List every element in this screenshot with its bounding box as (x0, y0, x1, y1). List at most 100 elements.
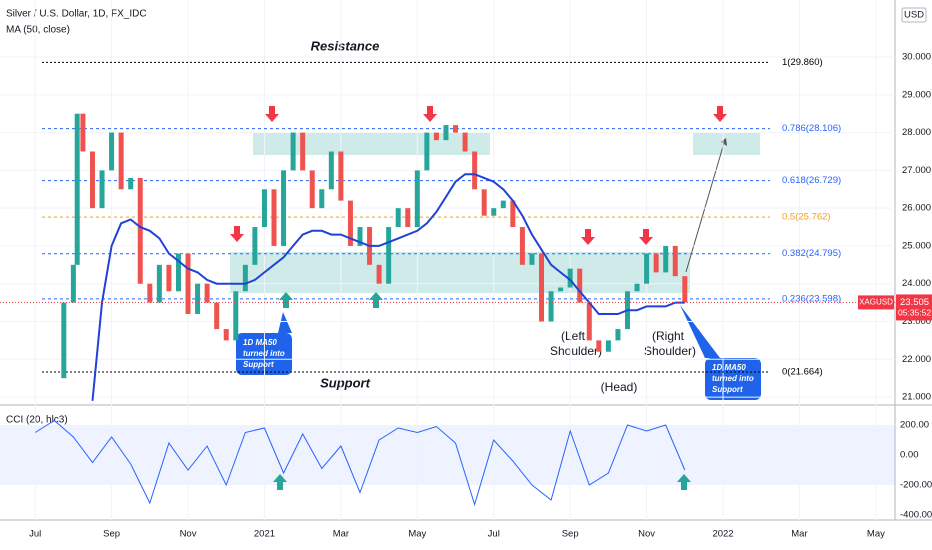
candle (500, 200, 506, 209)
candle (328, 151, 334, 190)
x-tick-label: Nov (638, 529, 655, 540)
candle (128, 177, 134, 190)
candle (242, 264, 248, 292)
currency-box[interactable] (901, 7, 927, 23)
candle (529, 253, 535, 265)
candle (405, 208, 411, 228)
zone (230, 252, 690, 293)
last-price: 23.505 (900, 297, 929, 308)
candle (567, 268, 573, 288)
x-tick-label: 2022 (712, 529, 733, 540)
symbol: XAGUSD (859, 298, 893, 307)
down-arrow (581, 229, 595, 245)
y-tick-label: 30.000 (902, 52, 931, 63)
candle (252, 227, 258, 265)
currency[interactable]: USD (904, 10, 924, 21)
callout-text: Support (712, 385, 743, 394)
candle (491, 208, 497, 216)
x-tick-label: Sep (103, 529, 120, 540)
candle (185, 253, 191, 314)
candle (653, 253, 659, 273)
y-tick-label: 0.00 (900, 450, 919, 461)
callout-text: Support (243, 360, 274, 369)
candle (61, 302, 67, 379)
candle (558, 287, 564, 292)
head: (Head) (601, 380, 638, 394)
candle (596, 340, 602, 352)
x-tick-label: May (867, 529, 885, 540)
ma-line (91, 173, 685, 401)
candle (118, 132, 124, 190)
y-tick-label: 22.000 (902, 354, 931, 365)
callout (705, 358, 761, 400)
callout-text: turned into (243, 349, 285, 358)
level-label: 0.382(24.795) (782, 248, 841, 259)
x-tick-label: Mar (333, 529, 349, 540)
candle (433, 132, 439, 141)
callout-text: turned into (712, 374, 754, 383)
level-label: 0.786(28.106) (782, 123, 841, 134)
candle (309, 170, 315, 209)
down-arrow (639, 229, 653, 245)
candle (166, 264, 172, 292)
candle (586, 302, 592, 341)
candle (539, 253, 545, 322)
candle (175, 253, 181, 292)
up-arrow (279, 292, 293, 308)
resistance-label: Resistance (311, 38, 380, 53)
candle (347, 200, 353, 246)
x-tick-label: Jul (29, 529, 41, 540)
left-shoulder: (Left (561, 329, 586, 343)
candle (99, 170, 105, 209)
candle (453, 125, 459, 133)
candle (195, 283, 201, 314)
up-arrow (677, 474, 691, 490)
candle (156, 264, 162, 303)
candle (89, 151, 95, 209)
x-tick-label: Mar (791, 529, 807, 540)
y-tick-label: -400.00 (900, 510, 932, 521)
y-tick-label: 26.000 (902, 203, 931, 214)
candle (261, 189, 267, 228)
candle (443, 125, 449, 141)
cci-line (34, 419, 686, 507)
cci-title: CCI (20, hlc3) (6, 415, 68, 426)
candle (510, 200, 516, 228)
right-shoulder: (Right (652, 329, 685, 343)
symbol-title: Silver / U.S. Dollar, 1D, FX_IDC (6, 9, 147, 20)
candle (271, 189, 277, 246)
x-tick-label: Jul (488, 529, 500, 540)
candle (519, 227, 525, 265)
y-tick-label: 27.000 (902, 165, 931, 176)
y-tick-label: 23.000 (902, 316, 931, 327)
candle (682, 276, 688, 303)
level-label: 0.618(26.729) (782, 175, 841, 186)
candle (605, 340, 611, 352)
projection-arrow (685, 142, 725, 273)
candle (481, 189, 487, 216)
right-shoulder: Shoulder) (644, 344, 696, 358)
candle (233, 291, 239, 341)
level-label: 0.5(25.762) (782, 212, 831, 223)
callout-text: 1D MA50 (243, 338, 277, 347)
down-arrow (713, 106, 727, 122)
candle (74, 113, 80, 265)
countdown: 05:35:52 (898, 308, 931, 318)
layout (0, 133, 895, 485)
down-arrow (265, 106, 279, 122)
candle (290, 132, 296, 171)
callout-tail (680, 305, 720, 358)
ma-legend: MA (50, close) (6, 25, 70, 36)
down-arrow (230, 226, 244, 242)
y-tick-label: 28.000 (902, 127, 931, 138)
cci-band (0, 425, 895, 485)
up-arrow (369, 292, 383, 308)
candle (281, 170, 287, 246)
level-label: 0(21.664) (782, 366, 823, 377)
candle (109, 132, 115, 171)
zone (253, 133, 490, 155)
candle (395, 208, 401, 228)
candle (204, 283, 210, 303)
candle (376, 264, 382, 284)
